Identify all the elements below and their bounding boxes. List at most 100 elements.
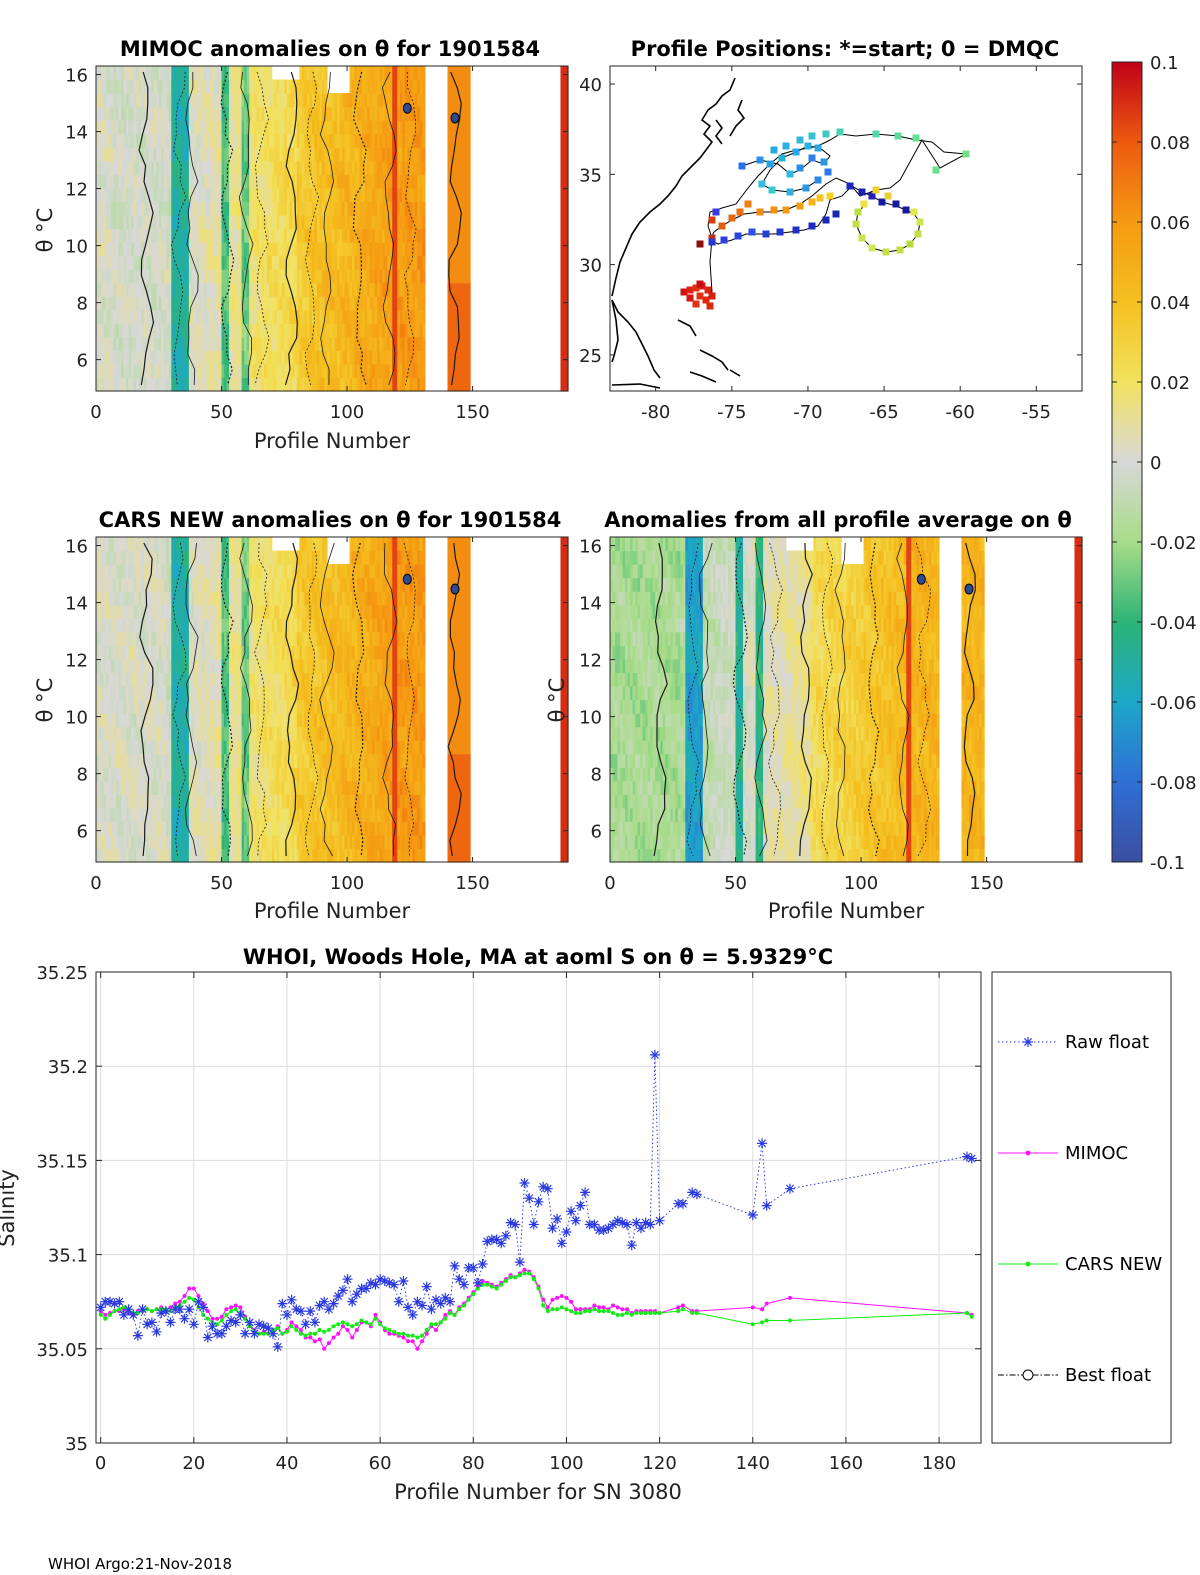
heat-cell [224, 834, 228, 850]
heat-cell [208, 645, 213, 660]
heat-cell [239, 753, 243, 768]
heat-cell [339, 282, 343, 297]
heat-cell [121, 309, 125, 324]
heat-cell [98, 296, 102, 311]
heat-cell [354, 363, 358, 379]
heat-cell [349, 228, 353, 243]
heat-cell [455, 336, 459, 351]
heat-cell [168, 66, 172, 81]
heat-cell [465, 79, 469, 94]
heat-cell [96, 201, 100, 216]
profile-position-marker [914, 230, 922, 238]
heat-cell [374, 363, 378, 379]
heat-cell [326, 309, 331, 324]
heat-cell [324, 377, 328, 392]
heat-cell [367, 269, 371, 284]
heat-cell [106, 577, 110, 592]
heat-cell [171, 93, 175, 108]
profile-position-marker [820, 158, 828, 166]
heat-cell [176, 296, 180, 311]
heat-cell [450, 201, 454, 216]
heat-cell [163, 228, 167, 243]
heat-cell [256, 160, 260, 175]
heat-cell [560, 160, 564, 175]
heat-cell [206, 564, 210, 579]
heat-cell [316, 201, 321, 216]
heat-cell [284, 228, 288, 243]
heat-cell [121, 537, 125, 552]
heat-cell [304, 106, 308, 121]
heat-cell [271, 160, 275, 175]
heat-cell [261, 242, 265, 257]
heat-cell [216, 242, 220, 257]
heat-cell [269, 323, 273, 338]
heat-cell [98, 591, 102, 606]
heat-cell [234, 160, 238, 175]
heat-cell [452, 201, 456, 216]
heat-cell [414, 120, 418, 135]
heat-cell [226, 604, 230, 619]
heat-cell [113, 336, 117, 351]
heat-cell [203, 550, 208, 565]
heat-cell [374, 214, 378, 230]
heat-cell [324, 214, 328, 230]
heat-cell [234, 93, 238, 108]
heat-cell [316, 255, 321, 270]
heat-cell [226, 658, 230, 674]
heat-cell [450, 133, 454, 148]
heat-cell [339, 147, 343, 162]
heat-cell [121, 214, 125, 230]
heat-cell [234, 174, 238, 189]
heat-cell [296, 214, 300, 230]
heat-cell [181, 363, 185, 379]
heat-cell [163, 133, 167, 148]
heat-cell [239, 740, 243, 755]
heat-cell [118, 740, 122, 755]
heat-cell [103, 726, 107, 741]
heat-cell [193, 309, 198, 324]
heat-cell [364, 336, 368, 351]
heat-cell [304, 79, 308, 94]
heat-cell [201, 767, 205, 782]
heat-cell [465, 133, 469, 148]
heat-cell [364, 187, 368, 203]
heat-cell [457, 66, 461, 81]
heat-cell [211, 79, 215, 94]
heat-cell [171, 106, 175, 121]
heat-cell [111, 564, 115, 579]
heat-cell [186, 93, 190, 108]
heat-cell [106, 282, 110, 297]
heat-cell [158, 767, 162, 782]
heat-cell [392, 282, 396, 297]
heat-cell [98, 201, 102, 216]
heat-cell [96, 685, 100, 701]
heat-cell [234, 658, 238, 674]
heat-cell [128, 645, 132, 660]
heat-cell [372, 133, 376, 148]
heat-cell [276, 282, 280, 297]
panel-positions: Profile Positions: *=start; 0 = DMQC -80… [579, 37, 1083, 423]
heat-cell [299, 93, 303, 108]
heat-cell [143, 753, 147, 768]
heat-cell [203, 740, 208, 755]
heat-cell [226, 120, 230, 135]
heat-cell [281, 93, 285, 108]
heat-cell [208, 296, 213, 311]
heat-cell [138, 106, 142, 121]
heat-cell [198, 631, 203, 646]
heat-cell [176, 794, 180, 809]
heat-cell [299, 309, 303, 324]
heat-cell [181, 794, 185, 809]
heat-cell [219, 174, 223, 189]
heat-cell [171, 323, 175, 338]
heat-cell [402, 133, 406, 148]
heat-cell [98, 133, 102, 148]
heat-cell [224, 282, 228, 297]
heat-cell [131, 336, 135, 351]
heat-cell [565, 174, 569, 189]
heat-cell [269, 66, 273, 81]
heat-cell [231, 106, 235, 121]
heat-cell [234, 106, 238, 121]
heat-cell [384, 214, 388, 230]
heat-cell [168, 336, 172, 351]
